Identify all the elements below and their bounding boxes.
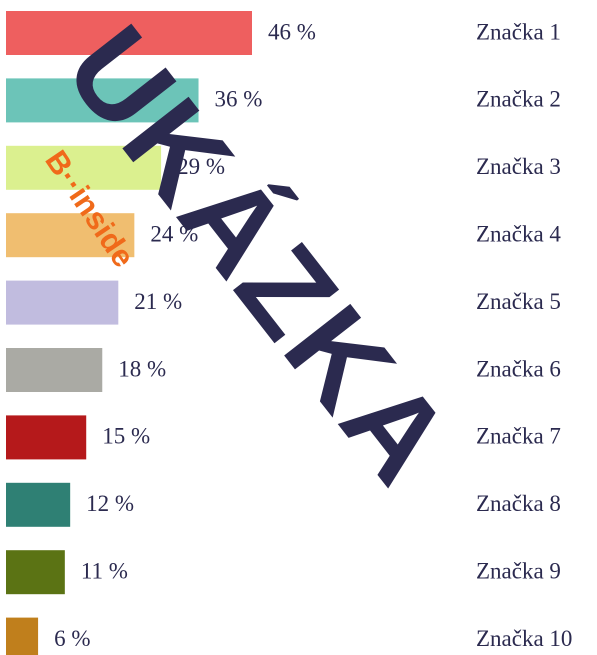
category-label: Značka 7 [476, 424, 561, 449]
category-label: Značka 5 [476, 289, 561, 314]
category-label: Značka 3 [476, 154, 561, 179]
category-label: Značka 8 [476, 491, 561, 516]
bar [6, 617, 39, 655]
value-label: 6 % [54, 626, 90, 651]
value-label: 21 % [134, 289, 182, 314]
category-label: Značka 10 [476, 626, 572, 651]
value-label: 11 % [81, 558, 128, 583]
value-label: 36 % [215, 87, 263, 112]
value-label: 12 % [86, 491, 134, 516]
bar [6, 213, 135, 258]
category-label: Značka 2 [476, 87, 561, 112]
category-label: Značka 9 [476, 558, 561, 583]
bar [6, 145, 162, 190]
category-label: Značka 1 [476, 19, 561, 44]
value-label: 29 % [177, 154, 225, 179]
bar [6, 415, 87, 460]
category-label: Značka 4 [476, 221, 561, 246]
bar [6, 78, 199, 123]
bar [6, 348, 103, 392]
value-label: 24 % [150, 221, 198, 246]
value-label: 46 % [268, 19, 316, 44]
bar [6, 482, 71, 527]
value-label: 18 % [118, 356, 166, 381]
bars: 46 % Značka 1 36 % Značka 2 29 % Značka 3 24 %… [6, 11, 572, 655]
bar [6, 11, 252, 55]
value-label: 15 % [102, 424, 150, 449]
bar [6, 550, 65, 595]
bar [6, 280, 119, 325]
category-label: Značka 6 [476, 356, 561, 381]
